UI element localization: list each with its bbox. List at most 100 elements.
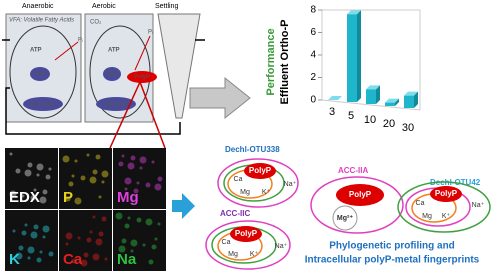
speckle: [68, 181, 74, 187]
speckle: [33, 188, 37, 192]
speckle: [92, 169, 98, 175]
cell: [310, 176, 404, 234]
glycogen: [23, 97, 63, 111]
edx-label: EDX: [9, 189, 40, 206]
speckle: [98, 195, 102, 199]
speckle: [30, 195, 36, 201]
ion-label: Na⁺: [275, 243, 288, 250]
edx-panel: [113, 210, 166, 271]
edx-label: K: [9, 251, 20, 268]
speckle: [24, 169, 32, 177]
polyp-label: PolyP: [435, 189, 458, 198]
ion-label: Ca: [234, 176, 243, 183]
ion-label: Na⁺: [472, 202, 485, 209]
pha-label: PHA: [34, 72, 46, 78]
speckle: [65, 242, 69, 246]
caption: Phylogenetic profiling and: [329, 241, 455, 252]
speckle: [27, 162, 33, 168]
cell: [205, 220, 291, 270]
speckle: [33, 224, 39, 230]
glycogen-label: Glycogen: [103, 102, 128, 108]
speckle: [80, 175, 86, 181]
edx-panel: [5, 148, 58, 209]
y-tick-label: 2: [310, 72, 316, 83]
speckle: [30, 231, 38, 239]
cell-name: ACC-IIC: [220, 209, 250, 218]
speckle: [124, 223, 130, 229]
speckle: [136, 217, 142, 223]
edx-maps: EDX P Mg K Ca Na: [5, 148, 166, 271]
speckle: [86, 237, 92, 243]
edx-label: Mg: [117, 189, 139, 206]
polyp-label: PolyP: [134, 75, 150, 81]
bar-side: [414, 91, 418, 108]
speckle: [115, 212, 123, 220]
speckle: [74, 197, 82, 205]
speckle: [139, 166, 143, 170]
polyp: [127, 71, 157, 83]
edx-panel: [5, 210, 58, 271]
speckle: [154, 237, 158, 241]
speckle: [65, 232, 73, 240]
polyp: [430, 186, 462, 202]
speckle: [39, 250, 43, 254]
bar-top: [328, 96, 342, 100]
edx-label: Na: [117, 251, 137, 268]
speckle: [36, 257, 42, 263]
speckle: [145, 218, 153, 226]
speckle: [157, 176, 163, 182]
speckle: [80, 259, 88, 267]
pi-label: Pᵢ: [78, 38, 83, 44]
x-tick-label: 10: [364, 114, 376, 126]
ion-label: Ca: [222, 239, 231, 246]
edx-panel: [59, 148, 112, 209]
speckle: [118, 245, 126, 253]
speckle: [142, 243, 146, 247]
speckle: [130, 155, 136, 161]
speckle: [48, 251, 54, 257]
ion-label: Mg: [422, 213, 432, 220]
polyp: [244, 163, 276, 179]
speckle: [121, 238, 127, 244]
speckle: [145, 182, 151, 188]
speckle: [86, 153, 90, 157]
bar: [366, 89, 376, 104]
speckle: [77, 236, 81, 240]
speckle: [89, 176, 97, 184]
pha: [30, 67, 50, 81]
edx-panel: [113, 148, 166, 209]
speckle: [139, 156, 147, 164]
settler: [157, 13, 201, 119]
glycogen-label: Glycogen: [30, 102, 55, 108]
speckle: [65, 196, 71, 202]
co2-label: CO₂: [90, 20, 102, 26]
stage-label: Anaerobic: [22, 3, 54, 10]
speckle: [151, 160, 155, 164]
speckle: [36, 163, 44, 171]
ion-label: Ca: [416, 200, 425, 207]
plot-wall: [321, 9, 421, 111]
bar: [404, 95, 414, 108]
cell: [397, 181, 491, 233]
x-tick-label: 3: [329, 106, 335, 118]
speckle: [9, 190, 17, 198]
pi-label: Pᵢ: [148, 30, 153, 36]
arrow: [109, 81, 141, 149]
speckle: [95, 238, 103, 246]
caption: Intracellular polyP-metal fingerprints: [305, 255, 480, 266]
bar-side: [395, 98, 399, 106]
speckle: [98, 231, 104, 237]
bar-top: [385, 98, 399, 103]
speckle: [24, 223, 28, 227]
speckle: [148, 259, 154, 265]
speckle: [15, 252, 23, 260]
x-tick-label: 30: [402, 122, 414, 134]
speckle: [133, 188, 139, 194]
speckle: [92, 215, 96, 219]
speckle: [15, 168, 21, 174]
edx-label: Ca: [63, 251, 83, 268]
speckle: [101, 170, 109, 178]
big-arrow: [189, 76, 251, 120]
ion-label: K⁺: [250, 251, 259, 258]
